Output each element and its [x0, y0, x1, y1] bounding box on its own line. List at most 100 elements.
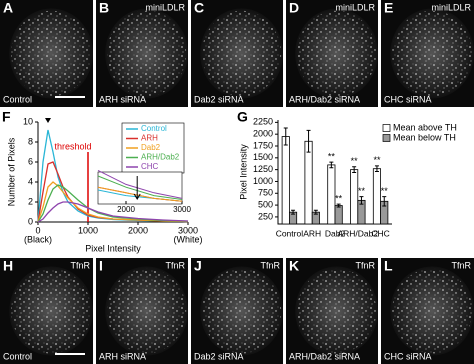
speckles — [107, 10, 187, 97]
legend-swatch — [382, 134, 391, 142]
panel-letter: B — [99, 0, 109, 16]
y-tick-label: 8 — [28, 136, 33, 146]
significance-mark: ** — [328, 151, 336, 161]
x-end-label: (White) — [174, 234, 203, 244]
inset-tick-label: 3000 — [173, 205, 191, 214]
speckles — [107, 268, 187, 354]
x-tick-label: 2000 — [128, 225, 148, 235]
legend-label: Control — [141, 124, 167, 133]
panel-label: CHC siRNA — [384, 94, 432, 104]
legend-label: Dab2 — [141, 143, 161, 152]
panel-label: Dab2 siRNA — [194, 94, 244, 104]
bar — [304, 140, 313, 225]
panel-marker: TfnR — [165, 260, 185, 270]
y-tick-label: 2000 — [253, 129, 273, 139]
speckles — [202, 10, 282, 97]
panel-marker: TfnR — [451, 260, 471, 270]
legend-swatch — [382, 124, 391, 132]
error-bar — [313, 209, 318, 215]
error-bar — [329, 161, 334, 169]
y-tick-label: 2250 — [253, 117, 273, 127]
inset-tick-label: 2000 — [117, 205, 135, 214]
panel-letter: H — [3, 258, 13, 274]
y-tick-label: 2 — [28, 196, 33, 206]
panel-label: Control — [3, 94, 32, 104]
bar — [334, 205, 343, 225]
speckles — [392, 10, 473, 97]
panel-marker: TfnR — [70, 260, 90, 270]
panel-letter: G — [237, 109, 248, 125]
panel-marker: miniLDLR — [145, 2, 185, 12]
y-tick-label: 500 — [258, 199, 273, 209]
inset-series — [97, 186, 183, 202]
y-tick-label: 0 — [28, 216, 33, 226]
x-tick-label: Control — [276, 228, 304, 238]
panel-label: ARH siRNA — [99, 94, 146, 104]
speckles — [11, 268, 92, 354]
speckles — [392, 268, 473, 354]
panel-letter: I — [99, 258, 103, 274]
bar — [350, 169, 359, 225]
panel-label: ARH/Dab2 siRNA — [289, 94, 360, 104]
legend-label: Mean above TH — [393, 122, 457, 132]
panel-letter: K — [289, 258, 299, 274]
speckles — [11, 10, 92, 97]
speckles — [202, 268, 282, 354]
inset-series — [97, 175, 183, 200]
panel-label: Dab2 siRNA — [194, 351, 244, 361]
panel-marker: TfnR — [260, 260, 280, 270]
panel-letter: C — [194, 0, 204, 16]
y-tick-label: 1750 — [253, 140, 273, 150]
error-bar — [382, 196, 387, 207]
legend-label: CHC — [141, 162, 159, 171]
x-tick-label: ARH/Dab2 — [337, 228, 378, 238]
error-bar — [306, 129, 311, 153]
significance-mark: ** — [381, 186, 389, 196]
peak-marker — [45, 118, 51, 123]
x-end-label: (Black) — [24, 234, 52, 244]
legend-label: ARH/Dab2 — [141, 153, 180, 162]
error-bar — [352, 166, 357, 173]
panel-marker: miniLDLR — [335, 2, 375, 12]
x-tick-label: 0 — [35, 225, 40, 235]
panel-letter: F — [2, 109, 11, 125]
panel-letter: J — [194, 258, 202, 274]
error-bar — [336, 203, 341, 208]
bar — [327, 164, 336, 225]
x-tick-label: Dab2 — [325, 228, 346, 238]
panel-letter: L — [384, 258, 393, 274]
y-tick-label: 250 — [258, 211, 273, 221]
significance-mark: ** — [358, 186, 366, 196]
bar — [281, 136, 290, 225]
significance-mark: ** — [351, 156, 359, 166]
panel-marker: miniLDLR — [431, 2, 471, 12]
error-bar — [283, 127, 288, 146]
speckles — [297, 268, 377, 354]
x-tick-label: ARH — [303, 228, 321, 238]
line-series — [37, 201, 189, 223]
y-tick-label: 1250 — [253, 164, 273, 174]
panel-label: Control — [3, 351, 32, 361]
bar — [372, 168, 381, 225]
error-bar — [291, 209, 296, 215]
threshold-label: threshold — [54, 141, 91, 151]
y-tick-label: 1000 — [253, 176, 273, 186]
significance-mark: ** — [335, 194, 343, 204]
error-bar — [374, 165, 379, 173]
y-axis-label: Number of Pixels — [6, 137, 16, 206]
x-tick-label: 3000 — [178, 225, 198, 235]
panel-marker: TfnR — [355, 260, 375, 270]
inset-series — [97, 169, 183, 199]
panel-letter: D — [289, 0, 299, 16]
panel-label: ARH siRNA — [99, 351, 146, 361]
inset-arrow — [133, 176, 141, 200]
y-tick-label: 4 — [28, 176, 33, 186]
x-tick-label: 1000 — [78, 225, 98, 235]
y-axis-label: Pixel Intensity — [238, 144, 248, 200]
y-tick-label: 750 — [258, 188, 273, 198]
panel-label: CHC siRNA — [384, 351, 432, 361]
error-bar — [359, 196, 364, 205]
legend-label: Mean below TH — [393, 132, 456, 142]
